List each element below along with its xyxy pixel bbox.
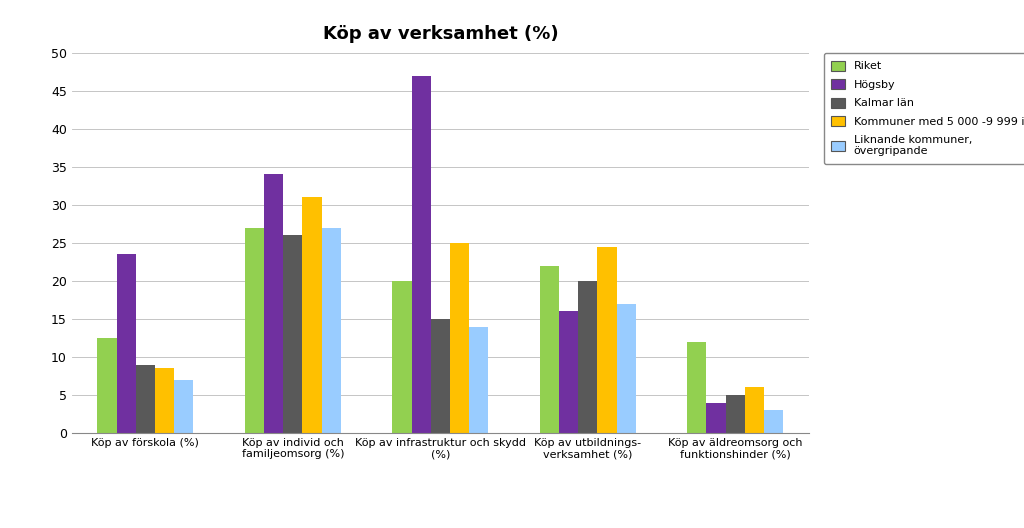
Bar xyxy=(616,304,636,433)
Bar xyxy=(412,76,431,433)
Bar xyxy=(540,266,559,433)
Bar xyxy=(245,228,264,433)
Bar xyxy=(264,174,284,433)
Bar xyxy=(174,380,194,433)
Bar xyxy=(597,247,616,433)
Bar xyxy=(559,312,579,433)
Bar xyxy=(136,364,155,433)
Bar xyxy=(764,410,783,433)
Bar xyxy=(707,402,726,433)
Bar xyxy=(726,395,744,433)
Bar xyxy=(469,326,488,433)
Bar xyxy=(155,369,174,433)
Bar xyxy=(284,235,302,433)
Bar xyxy=(744,388,764,433)
Bar xyxy=(302,197,322,433)
Bar xyxy=(117,254,136,433)
Legend: Riket, Högsby, Kalmar län, Kommuner med 5 000 -9 999 inv, Liknande kommuner,
öve: Riket, Högsby, Kalmar län, Kommuner med … xyxy=(823,53,1024,164)
Bar xyxy=(97,338,117,433)
Title: Köp av verksamhet (%): Köp av verksamhet (%) xyxy=(323,25,558,43)
Bar xyxy=(450,243,469,433)
Bar xyxy=(579,281,597,433)
Bar xyxy=(392,281,412,433)
Bar xyxy=(687,342,707,433)
Bar xyxy=(431,319,450,433)
Bar xyxy=(322,228,341,433)
